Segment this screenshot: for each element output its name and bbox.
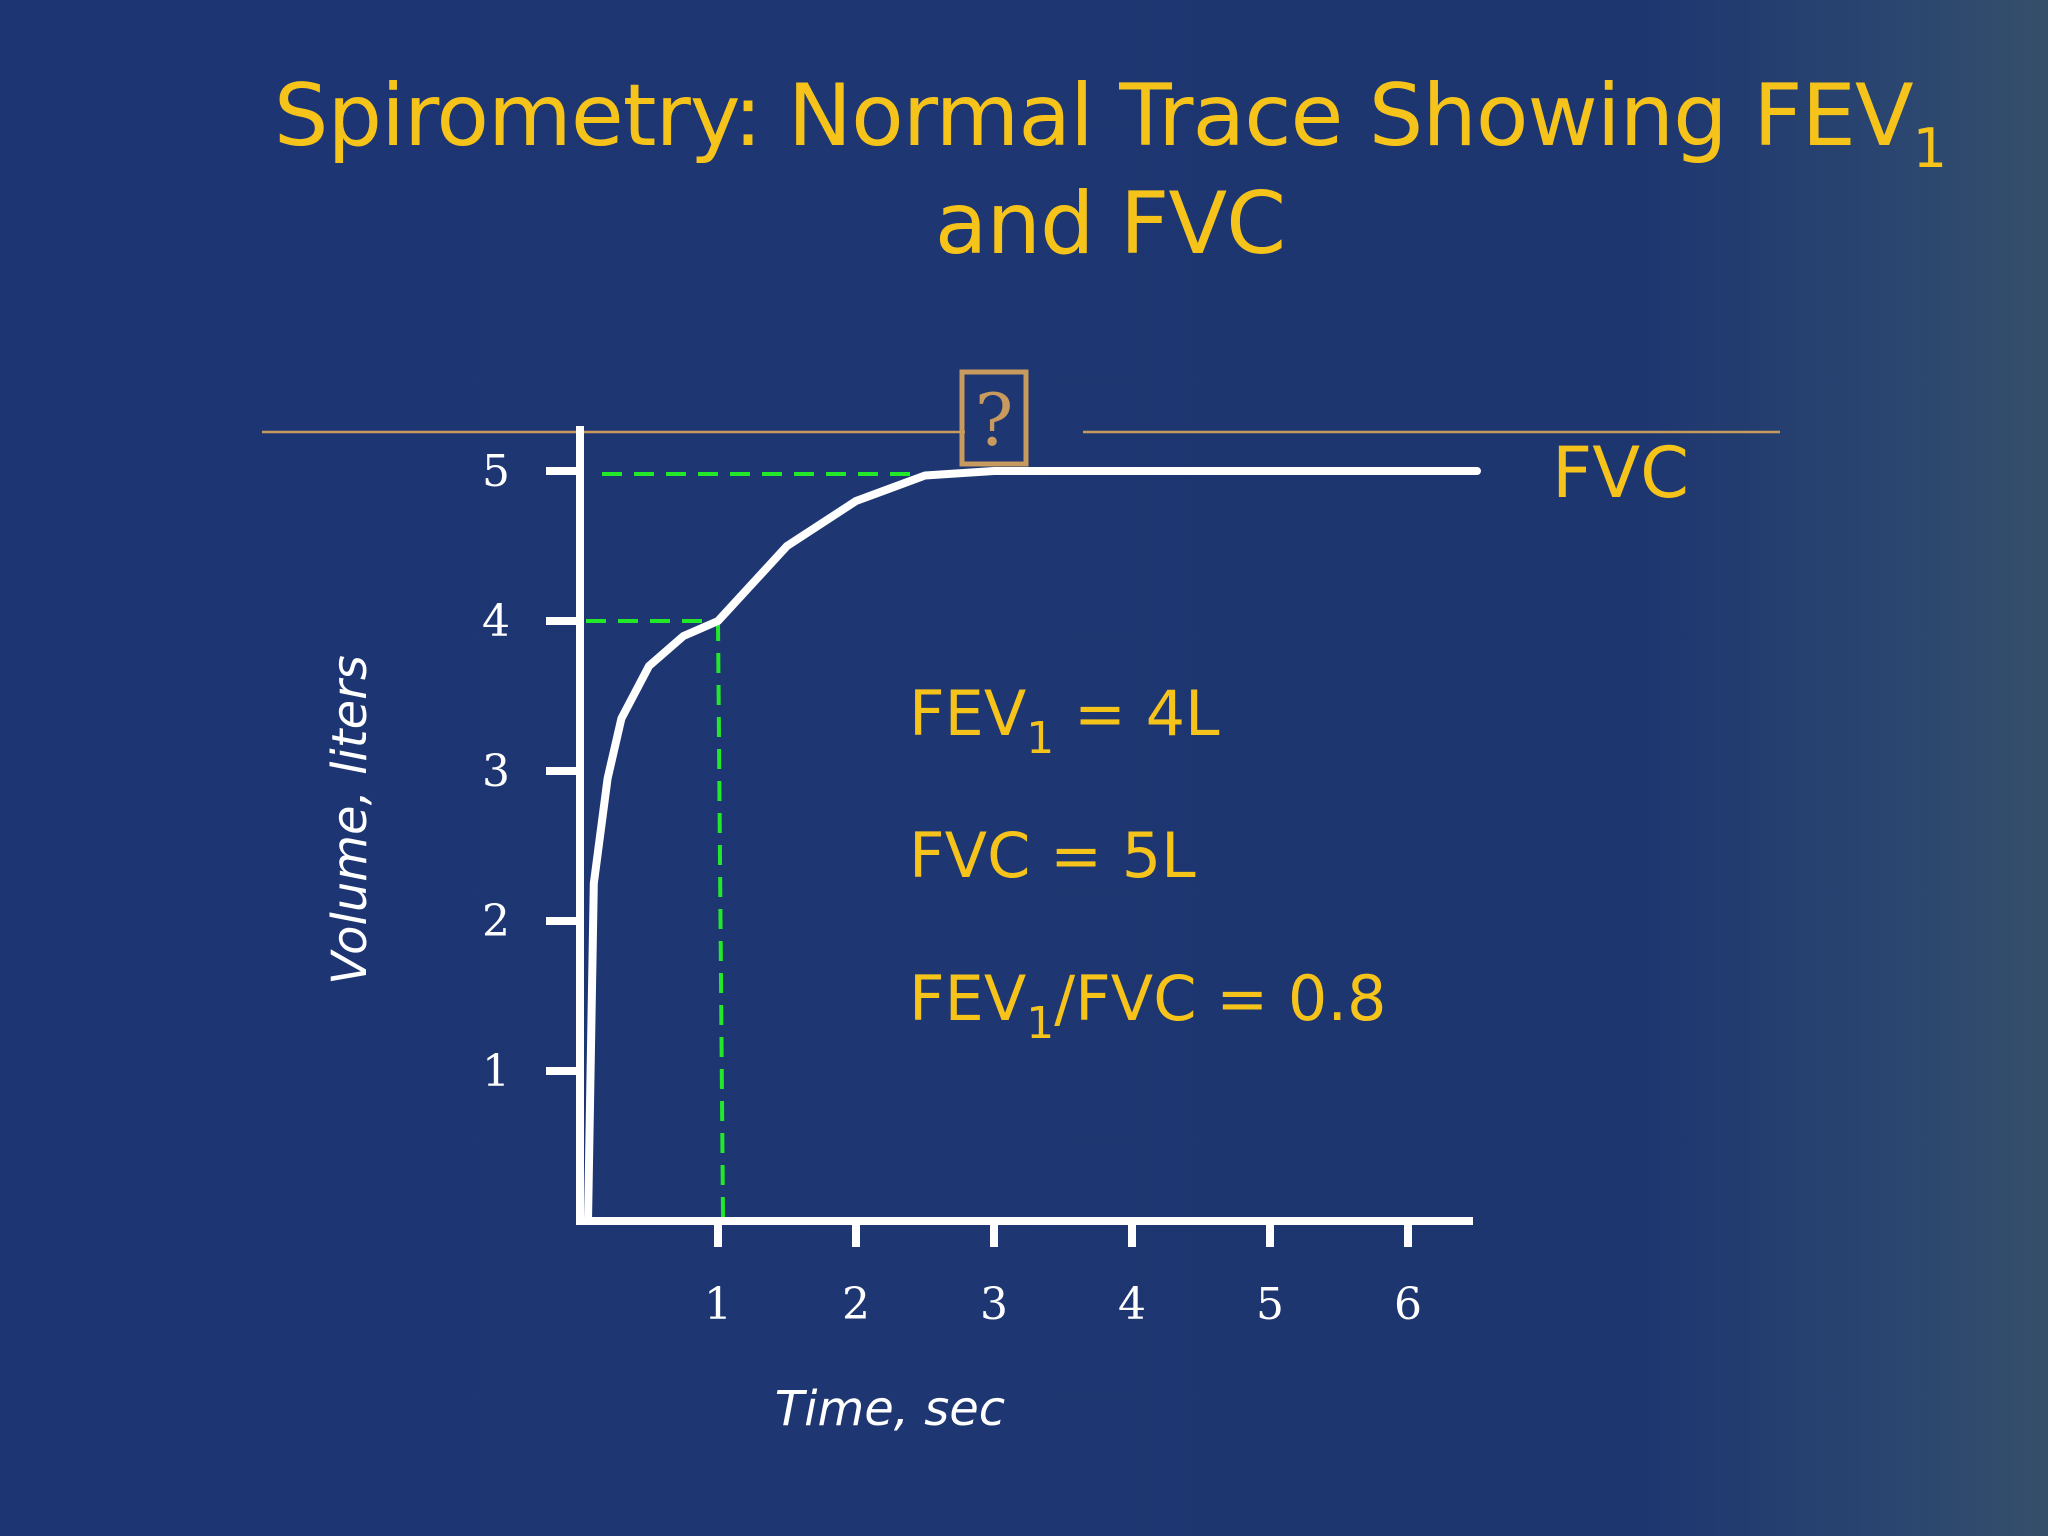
stat-line-2: FVC = 5L	[909, 819, 1196, 892]
y-tick-label-4: 4	[482, 596, 510, 647]
y-tick-label-5: 5	[482, 446, 510, 497]
spirometry-curve	[584, 467, 1481, 1225]
question-marker-box	[959, 369, 1029, 467]
x-tick-label-4: 4	[1118, 1279, 1146, 1330]
stat-line-1: FEV1 = 4L	[909, 677, 1220, 764]
stat-subscript-3: 1	[1026, 998, 1054, 1049]
title-main-text: Spirometry: Normal Trace Showing FEV	[273, 66, 1914, 166]
stat-main-3: FEV	[909, 962, 1026, 1035]
x-tick-label-6: 6	[1394, 1279, 1422, 1330]
x-tick-label-5: 5	[1256, 1279, 1284, 1330]
fvc-label: FVC	[1552, 432, 1689, 514]
question-marker: ?	[975, 378, 1014, 462]
stat-line-3: FEV1/FVC = 0.8	[909, 962, 1386, 1049]
stat-main-1: FEV	[909, 677, 1026, 750]
title-line-2: and FVC	[934, 174, 1286, 274]
y-tick-label-2: 2	[482, 896, 510, 947]
fev1-vertical-guide	[716, 620, 725, 1218]
y-axis-label: Volume, liters	[322, 655, 378, 985]
y-tick-label-3: 3	[482, 746, 510, 797]
x-tick-label-2: 2	[842, 1279, 870, 1330]
stat-rest-3: /FVC = 0.8	[1054, 962, 1386, 1035]
stat-rest-1: = 4L	[1054, 677, 1220, 750]
stat-subscript-1: 1	[1026, 713, 1054, 764]
x-tick-label-3: 3	[980, 1279, 1008, 1330]
x-tick-label-1: 1	[704, 1279, 732, 1330]
slide-title: Spirometry: Normal Trace Showing FEV1 an…	[230, 62, 1990, 278]
title-subscript: 1	[1912, 117, 1947, 180]
stat-main-2: FVC = 5L	[909, 819, 1196, 892]
y-tick-label-1: 1	[482, 1046, 510, 1097]
title-line-1: Spirometry: Normal Trace Showing FEV1	[230, 62, 1990, 176]
x-axis-label: Time, sec	[775, 1381, 1005, 1437]
